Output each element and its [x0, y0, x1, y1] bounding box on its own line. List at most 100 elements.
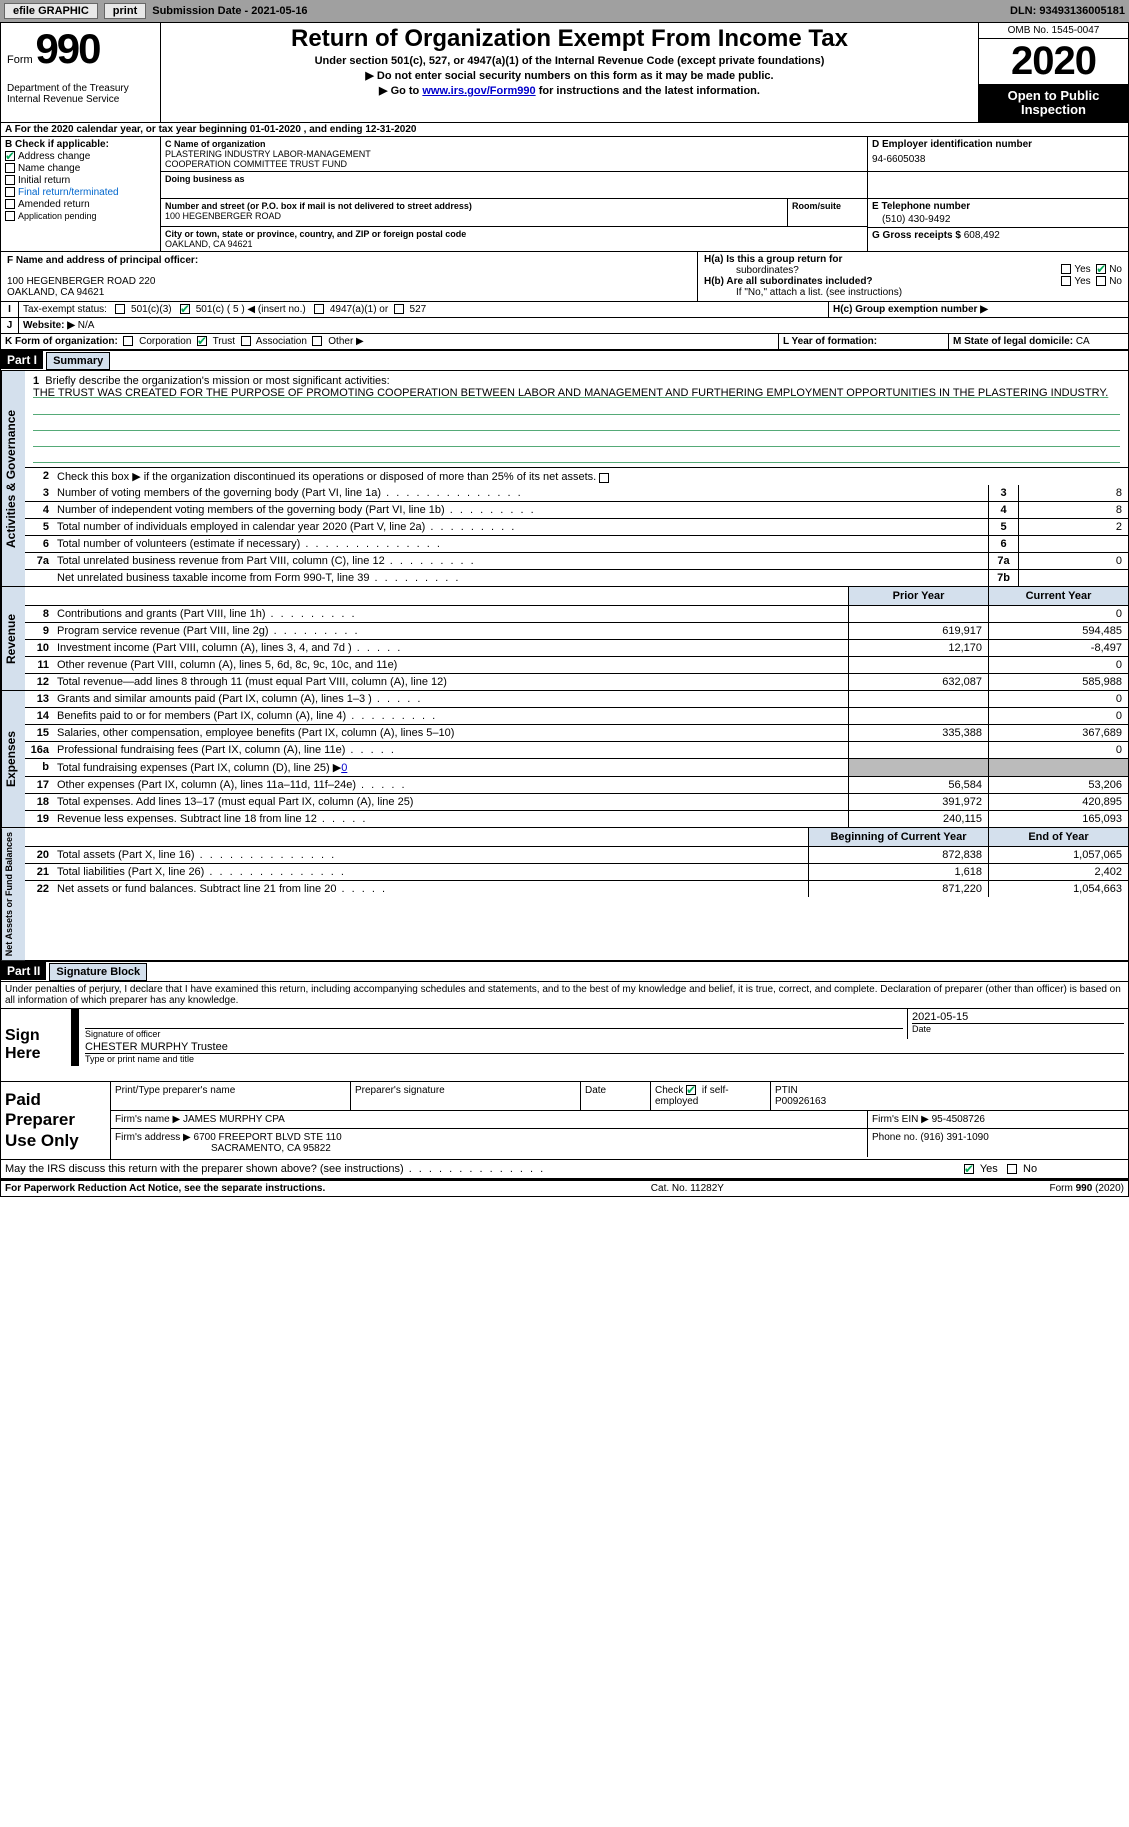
prep-date-label: Date	[581, 1082, 651, 1110]
type-name-label: Type or print name and title	[85, 1054, 1124, 1064]
section-g-label: G Gross receipts $	[872, 230, 964, 241]
city-label: City or town, state or province, country…	[165, 229, 863, 239]
cb-trust[interactable]	[197, 336, 207, 346]
hb-label: H(b) Are all subordinates included?	[704, 276, 873, 287]
cb-initial-return[interactable]: Initial return	[5, 175, 156, 186]
col-beginning: Beginning of Current Year	[808, 828, 988, 846]
street-value: 100 HEGENBERGER ROAD	[165, 211, 783, 221]
open-to-public: Open to Public	[981, 89, 1126, 103]
cb-hb-yes[interactable]	[1061, 276, 1071, 286]
ha-label-1: H(a) Is this a group return for	[704, 254, 842, 265]
firm-ein: 95-4508726	[932, 1114, 985, 1125]
firm-name: JAMES MURPHY CPA	[183, 1114, 285, 1125]
form-page: Form 990 Department of the Treasury Inte…	[0, 22, 1129, 1197]
org-name-1: PLASTERING INDUSTRY LABOR-MANAGEMENT	[165, 149, 863, 159]
cb-address-change[interactable]: Address change	[5, 151, 156, 162]
form-title: Return of Organization Exempt From Incom…	[167, 25, 972, 53]
cb-application-pending[interactable]: Application pending	[5, 211, 156, 222]
val-6	[1018, 536, 1128, 552]
room-label: Room/suite	[792, 201, 863, 211]
mission-label: Briefly describe the organization's miss…	[45, 375, 389, 387]
city-value: OAKLAND, CA 94621	[165, 239, 863, 249]
print-button[interactable]: print	[104, 3, 146, 19]
submission-date-label: Submission Date - 2021-05-16	[152, 5, 307, 17]
cb-discuss-yes[interactable]	[964, 1164, 974, 1174]
discuss-question: May the IRS discuss this return with the…	[5, 1163, 964, 1175]
form-number: 990	[35, 25, 99, 72]
cb-ha-yes[interactable]	[1061, 264, 1071, 274]
cb-assoc[interactable]	[241, 336, 251, 346]
cb-527[interactable]	[394, 304, 404, 314]
cb-name-change[interactable]: Name change	[5, 163, 156, 174]
line-13: Grants and similar amounts paid (Part IX…	[53, 691, 848, 707]
section-d-label: D Employer identification number	[872, 139, 1124, 150]
val-4: 8	[1018, 502, 1128, 518]
omb-number: OMB No. 1545-0047	[979, 23, 1128, 39]
vlabel-revenue: Revenue	[1, 587, 25, 690]
domicile-value: CA	[1076, 336, 1090, 347]
pra-notice: For Paperwork Reduction Act Notice, see …	[5, 1183, 325, 1194]
inspection: Inspection	[981, 103, 1126, 117]
firm-addr-label: Firm's address ▶	[115, 1132, 194, 1143]
goto-prefix: ▶ Go to	[379, 85, 422, 97]
vlabel-governance: Activities & Governance	[1, 371, 25, 586]
officer-name: CHESTER MURPHY Trustee	[85, 1041, 1124, 1054]
mission-text: THE TRUST WAS CREATED FOR THE PURPOSE OF…	[33, 387, 1108, 399]
cb-ha-no[interactable]	[1096, 264, 1106, 274]
section-k-label: K Form of organization:	[5, 336, 118, 347]
cb-final-return[interactable]: Final return/terminated	[5, 187, 156, 198]
col-current-year: Current Year	[988, 587, 1128, 605]
line-2: Check this box ▶ if the organization dis…	[57, 471, 596, 483]
col-end: End of Year	[988, 828, 1128, 846]
cb-amended-return[interactable]: Amended return	[5, 199, 156, 210]
line-17: Other expenses (Part IX, column (A), lin…	[53, 777, 848, 793]
cb-line2[interactable]	[599, 473, 609, 483]
sig-date-label: Date	[912, 1024, 1124, 1034]
cb-self-employed[interactable]	[686, 1085, 696, 1095]
section-m-label: M State of legal domicile:	[953, 336, 1076, 347]
cb-other[interactable]	[312, 336, 322, 346]
val-5: 2	[1018, 519, 1128, 535]
line-5: Total number of individuals employed in …	[53, 519, 988, 535]
line-22: Net assets or fund balances. Subtract li…	[53, 881, 808, 897]
irs-link[interactable]: www.irs.gov/Form990	[422, 85, 535, 97]
section-e-label: E Telephone number	[872, 201, 1124, 212]
cb-hb-no[interactable]	[1096, 276, 1106, 286]
penalty-statement: Under penalties of perjury, I declare th…	[1, 982, 1128, 1009]
col-prior-year: Prior Year	[848, 587, 988, 605]
firm-addr1: 6700 FREEPORT BLVD STE 110	[194, 1132, 342, 1143]
section-b: B Check if applicable: Address change Na…	[1, 137, 161, 251]
form-subtitle: Under section 501(c), 527, or 4947(a)(1)…	[167, 55, 972, 67]
ha-label-2: subordinates?	[704, 265, 842, 276]
tax-year: 2020	[979, 39, 1128, 85]
ein-value: 94-6605038	[872, 150, 1124, 169]
vlabel-expenses: Expenses	[1, 691, 25, 827]
line-16b: Total fundraising expenses (Part IX, col…	[57, 762, 341, 774]
val-3: 8	[1018, 485, 1128, 501]
ptin-value: P00926163	[775, 1096, 1124, 1107]
website-label: Website: ▶	[23, 320, 75, 331]
firm-phone-label: Phone no.	[872, 1132, 920, 1143]
section-i-label: I	[1, 302, 19, 317]
line-7b: Net unrelated business taxable income fr…	[53, 570, 988, 586]
cb-501c3[interactable]	[115, 304, 125, 314]
section-b-title: B Check if applicable:	[5, 139, 156, 150]
firm-ein-label: Firm's EIN ▶	[872, 1114, 932, 1125]
line-11: Other revenue (Part VIII, column (A), li…	[53, 657, 848, 673]
line-14: Benefits paid to or for members (Part IX…	[53, 708, 848, 724]
phone-value: (510) 430-9492	[872, 212, 1124, 225]
section-j-label: J	[1, 318, 19, 333]
fundraising-link[interactable]: 0	[341, 762, 347, 774]
prep-name-label: Print/Type preparer's name	[111, 1082, 351, 1110]
hb-note: If "No," attach a list. (see instruction…	[704, 287, 1122, 298]
sig-date: 2021-05-15	[912, 1011, 1124, 1024]
cb-corp[interactable]	[123, 336, 133, 346]
cb-4947[interactable]	[314, 304, 324, 314]
cb-501c[interactable]	[180, 304, 190, 314]
hc-label: H(c) Group exemption number ▶	[833, 304, 988, 315]
ptin-label: PTIN	[775, 1085, 1124, 1096]
cb-discuss-no[interactable]	[1007, 1164, 1017, 1174]
line-18: Total expenses. Add lines 13–17 (must eq…	[53, 794, 848, 810]
efile-button[interactable]: efile GRAPHIC	[4, 3, 98, 19]
paid-preparer-label: Paid Preparer Use Only	[1, 1082, 111, 1159]
